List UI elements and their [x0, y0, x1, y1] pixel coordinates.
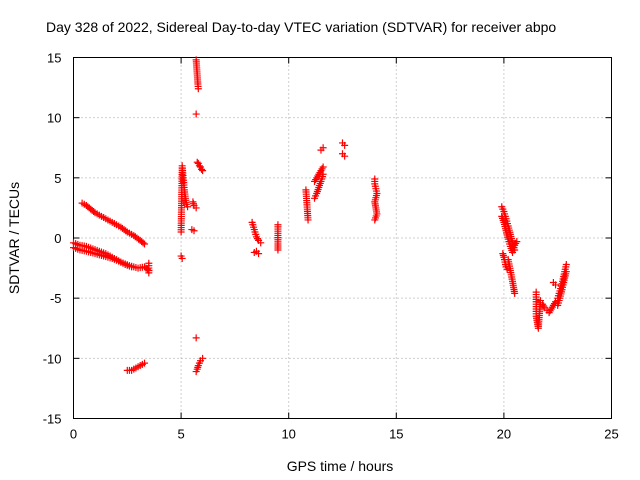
y-tick-label: 0 [54, 231, 61, 246]
y-axis-label: SDTVAR / TECUs [6, 182, 22, 294]
data-point [562, 268, 570, 276]
data-point [540, 302, 548, 310]
data-point [341, 152, 349, 160]
x-tick-label: 5 [177, 427, 184, 442]
x-axis-label: GPS time / hours [287, 458, 394, 474]
data-point [192, 204, 200, 212]
x-tick-label: 20 [497, 427, 511, 442]
data-point [319, 144, 327, 152]
data-point [562, 260, 570, 268]
grid [73, 57, 612, 419]
data-point [190, 227, 198, 235]
data-point [274, 246, 282, 254]
y-tick-label: 15 [47, 51, 61, 66]
data-point [192, 334, 200, 342]
data-point [341, 141, 349, 149]
data-point [257, 239, 265, 247]
data-point [552, 281, 560, 289]
axis-ticks: 0 5 10 15 20 25 -15 -10 -5 0 5 10 15 [43, 51, 619, 442]
data-point [198, 165, 206, 173]
data-point [141, 240, 149, 248]
data-point [178, 254, 186, 262]
data-point [319, 163, 327, 171]
data-point [194, 85, 202, 93]
data-points [70, 56, 570, 376]
y-tick-label: -15 [43, 412, 62, 427]
x-tick-label: 25 [604, 427, 618, 442]
data-point [536, 297, 544, 305]
data-point [128, 263, 136, 271]
chart-title: Day 328 of 2022, Sidereal Day-to-day VTE… [46, 19, 556, 35]
data-point [141, 359, 149, 367]
data-point [199, 167, 207, 175]
data-point [195, 162, 203, 170]
y-tick-label: -10 [43, 351, 62, 366]
data-point [253, 235, 261, 243]
data-point [90, 208, 98, 216]
x-tick-label: 10 [281, 427, 295, 442]
data-point [513, 238, 521, 246]
data-point [304, 216, 312, 224]
data-point [192, 110, 200, 118]
data-point [193, 158, 201, 166]
y-tick-label: 10 [47, 111, 61, 126]
y-tick-label: -5 [50, 291, 62, 306]
data-point [199, 354, 207, 362]
data-point [184, 203, 192, 211]
x-tick-label: 0 [70, 427, 77, 442]
data-point [371, 216, 379, 224]
x-tick-label: 15 [389, 427, 403, 442]
y-tick-label: 5 [54, 171, 61, 186]
data-point [139, 239, 147, 247]
data-point [145, 269, 153, 277]
data-point [511, 289, 519, 297]
data-point [143, 265, 151, 273]
data-point [255, 250, 263, 258]
data-point [122, 227, 130, 235]
